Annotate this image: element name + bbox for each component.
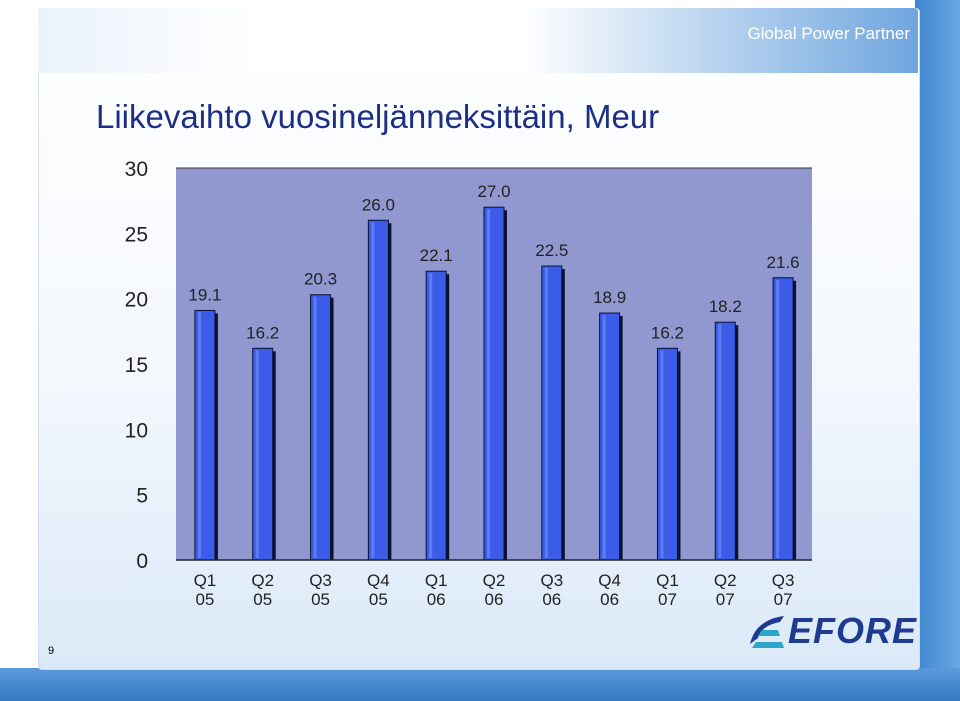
x-tick-label: Q2	[251, 571, 274, 590]
bar-highlight	[313, 296, 317, 558]
slide-title: Liikevaihto vuosineljänneksittäin, Meur	[96, 98, 660, 135]
x-tick-label: Q1	[425, 571, 448, 590]
x-tick-label: 05	[311, 590, 330, 609]
y-tick-label: 5	[136, 485, 148, 508]
data-label: 22.5	[535, 241, 568, 260]
right-border-band	[915, 0, 960, 701]
x-tick-label: Q3	[309, 571, 332, 590]
y-tick-label: 15	[125, 354, 148, 377]
bar-highlight	[544, 268, 548, 558]
y-tick-label: 20	[125, 289, 148, 312]
bar-highlight	[255, 350, 259, 558]
x-tick-label: 06	[600, 590, 619, 609]
header-band	[38, 8, 918, 73]
data-label: 21.6	[767, 253, 800, 272]
x-tick-label: Q1	[194, 571, 217, 590]
data-label: 16.2	[246, 323, 279, 342]
x-tick-label: Q3	[772, 571, 795, 590]
x-tick-label: 05	[369, 590, 388, 609]
data-label: 26.0	[362, 195, 395, 214]
data-label: 22.1	[420, 246, 453, 265]
x-tick-label: 06	[485, 590, 504, 609]
x-tick-label: Q2	[714, 571, 737, 590]
bottom-border-band	[0, 668, 960, 701]
y-tick-label: 30	[125, 158, 148, 181]
data-label: 19.1	[188, 285, 221, 304]
x-tick-label: 07	[658, 590, 677, 609]
x-tick-label: Q2	[483, 571, 506, 590]
x-tick-label: 07	[774, 590, 793, 609]
logo-wordmark: EFORE	[788, 610, 918, 651]
bar-highlight	[718, 324, 722, 558]
bar-highlight	[371, 222, 375, 558]
data-label: 27.0	[477, 182, 510, 201]
x-tick-label: Q1	[656, 571, 679, 590]
y-tick-label: 25	[125, 223, 148, 246]
x-tick-label: Q3	[540, 571, 563, 590]
x-tick-label: 07	[716, 590, 735, 609]
bar-highlight	[197, 312, 201, 558]
data-label: 18.2	[709, 297, 742, 316]
y-tick-label: 0	[136, 550, 148, 573]
x-tick-label: 06	[542, 590, 561, 609]
bar-highlight	[660, 350, 664, 558]
x-tick-label: Q4	[367, 571, 390, 590]
brand-tagline: Global Power Partner	[747, 24, 910, 43]
data-label: 16.2	[651, 323, 684, 342]
x-tick-label: 05	[195, 590, 214, 609]
efore-logo-icon	[750, 616, 784, 648]
bar-highlight	[602, 315, 606, 558]
x-tick-label: 06	[427, 590, 446, 609]
data-label: 20.3	[304, 270, 337, 289]
x-tick-label: 05	[253, 590, 272, 609]
bar-highlight	[487, 209, 490, 558]
x-tick-label: Q4	[598, 571, 621, 590]
y-tick-label: 10	[125, 419, 148, 442]
bar-highlight	[776, 279, 780, 558]
page-number: 9	[48, 645, 55, 657]
bar-highlight	[429, 273, 433, 558]
data-label: 18.9	[593, 288, 626, 307]
